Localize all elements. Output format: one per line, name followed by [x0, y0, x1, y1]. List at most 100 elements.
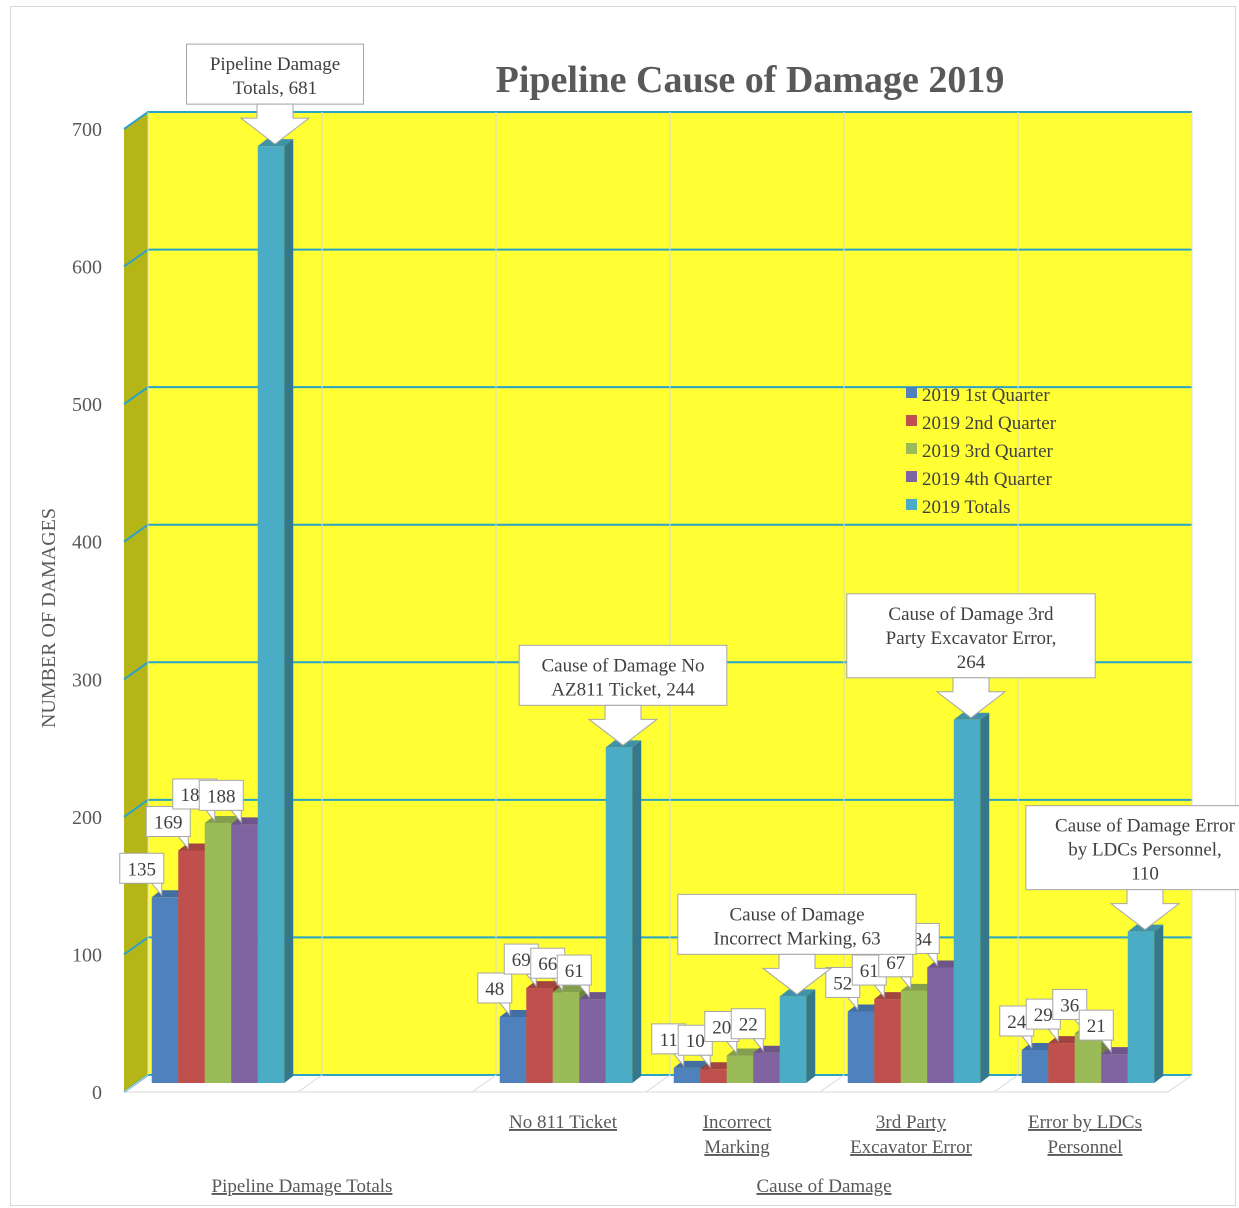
chart-title: Pipeline Cause of Damage 2019: [496, 59, 1005, 101]
legend-swatch: [906, 387, 917, 398]
floor-divider: [645, 1074, 671, 1093]
data-label: 52: [833, 973, 852, 994]
plot-side-wall: [124, 112, 148, 1092]
legend-swatch: [906, 415, 917, 426]
data-label-box: [145, 806, 191, 838]
y-tick-label: 100: [72, 944, 102, 966]
bar-side: [284, 139, 294, 1084]
legend-swatch: [906, 471, 917, 482]
data-label-pointer: [150, 882, 163, 897]
data-label: 24: [1007, 1012, 1027, 1033]
floor-divider: [819, 1074, 845, 1093]
bar: [204, 822, 232, 1083]
data-label-pointer: [846, 996, 859, 1011]
data-label-pointer: [177, 836, 189, 850]
callout-text: Totals, 681: [233, 78, 317, 99]
x-category-label: 3rd Party: [876, 1112, 947, 1133]
data-label-pointer: [230, 809, 242, 824]
bar: [753, 1052, 780, 1083]
callout-box: [846, 593, 1096, 679]
data-label: 61: [565, 961, 584, 982]
bar: [779, 996, 807, 1083]
bar: [231, 824, 258, 1083]
callout-arrow: [935, 677, 1007, 719]
callout-box: [1025, 805, 1239, 891]
bar: [151, 897, 179, 1083]
y-tick-label: 0: [92, 1082, 102, 1104]
x-category-label: Incorrect: [703, 1112, 772, 1133]
bar: [1021, 1049, 1049, 1083]
data-label: 20: [712, 1017, 731, 1038]
data-label: 36: [1060, 995, 1079, 1016]
data-label: 67: [886, 953, 905, 974]
callout-text: Cause of Damage: [729, 904, 864, 925]
legend-label: 2019 2nd Quarter: [922, 413, 1057, 434]
x-category-label: Marking: [704, 1137, 770, 1158]
bar: [927, 967, 954, 1083]
bar: [1074, 1033, 1102, 1083]
data-label: 48: [485, 979, 504, 1000]
data-label: 61: [860, 961, 879, 982]
callout-box: [186, 43, 364, 105]
bar: [526, 988, 553, 1083]
callout-text: Cause of Damage Error: [1055, 816, 1236, 837]
bar-side: [980, 712, 990, 1083]
data-label: 69: [512, 950, 531, 971]
x-category-label: Error by LDCs: [1028, 1112, 1142, 1133]
data-label-pointer: [899, 976, 912, 991]
data-label: 169: [154, 813, 183, 834]
floor-divider: [297, 1074, 323, 1093]
callout-box: [518, 644, 728, 706]
callout-arrow: [239, 103, 311, 145]
bar: [726, 1055, 754, 1083]
y-tick-label: 500: [72, 394, 102, 416]
bar-side: [632, 740, 642, 1083]
data-label: 11: [660, 1030, 678, 1051]
x-category-label: Personnel: [1048, 1137, 1123, 1158]
y-tick-label: 300: [72, 669, 102, 691]
bar: [700, 1069, 727, 1083]
bar: [1127, 931, 1155, 1083]
data-label-pointer: [1020, 1035, 1033, 1050]
data-label: 188: [207, 786, 236, 807]
data-label-box: [1078, 1009, 1114, 1041]
data-label-box: [198, 779, 244, 811]
legend-label: 2019 4th Quarter: [922, 469, 1052, 490]
bar: [1101, 1054, 1128, 1083]
legend-label: 2019 Totals: [922, 497, 1011, 518]
y-tick-label: 700: [72, 119, 102, 141]
data-label-pointer: [752, 1038, 764, 1053]
data-label: 22: [739, 1015, 758, 1036]
callout-text: AZ811 Ticket, 244: [551, 679, 695, 700]
data-label-pointer: [1100, 1039, 1112, 1054]
callout-text: Party Excavator Error,: [886, 628, 1057, 649]
bar: [673, 1067, 701, 1083]
y-axis-label: NUMBER OF DAMAGES: [38, 508, 60, 728]
floor-divider: [471, 1074, 497, 1093]
callout-text: 110: [1131, 864, 1159, 885]
callout-text: Incorrect Marking, 63: [713, 928, 880, 949]
bar: [605, 747, 633, 1083]
callout-arrow: [1109, 889, 1181, 931]
data-label-box: [556, 954, 592, 986]
legend-label: 2019 3rd Quarter: [922, 441, 1054, 462]
bar: [257, 146, 285, 1084]
bar: [552, 992, 580, 1083]
floor-divider: [1167, 1074, 1193, 1093]
bar: [499, 1016, 527, 1083]
callout-text: Cause of Damage 3rd: [888, 604, 1054, 625]
bar: [847, 1011, 875, 1083]
data-label: 21: [1087, 1016, 1106, 1037]
bar-side: [806, 989, 816, 1083]
data-label-pointer: [699, 1054, 711, 1069]
data-label: 66: [538, 954, 557, 975]
callout-box: [677, 893, 917, 955]
data-label-box: [119, 852, 165, 884]
data-label-box: [730, 1008, 766, 1040]
floor-divider: [993, 1074, 1019, 1093]
legend-label: 2019 1st Quarter: [922, 385, 1050, 406]
callout-text: by LDCs Personnel,: [1068, 840, 1222, 861]
data-label-box: [477, 972, 513, 1004]
data-label: 10: [686, 1031, 705, 1052]
